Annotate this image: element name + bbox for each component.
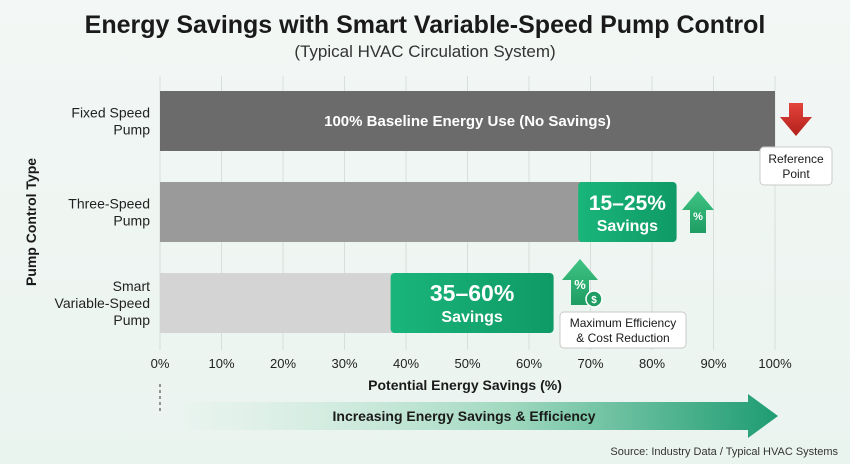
- x-tick-label: 90%: [700, 356, 726, 371]
- max-efficiency-annotation: % $ Maximum Efficiency & Cost Reduction: [559, 259, 687, 349]
- reference-point-annotation: Reference Point: [759, 103, 833, 186]
- category-label: Variable-Speed: [55, 295, 150, 311]
- bar-base: [160, 91, 775, 151]
- dollar-symbol: $: [591, 295, 597, 306]
- x-tick-label: 60%: [516, 356, 542, 371]
- x-tick-label: 100%: [758, 356, 792, 371]
- x-axis-title: Potential Energy Savings (%): [368, 377, 562, 393]
- category-labels: Fixed SpeedPumpThree-SpeedPumpSmartVaria…: [55, 105, 151, 329]
- savings-segment: [578, 182, 677, 242]
- reference-callout-line-2: Point: [782, 167, 810, 181]
- efficiency-arrow-icon: [185, 394, 778, 438]
- efficiency-band-label: Increasing Energy Savings & Efficiency: [333, 408, 596, 424]
- three-speed-savings-annotation: %: [682, 191, 714, 233]
- x-tick-label: 30%: [331, 356, 357, 371]
- x-tick-label: 50%: [454, 356, 480, 371]
- y-axis-title: Pump Control Type: [23, 158, 39, 286]
- bar-label: 100% Baseline Energy Use (No Savings): [324, 113, 611, 130]
- x-tick-label: 80%: [639, 356, 665, 371]
- max-efficiency-line-2: & Cost Reduction: [576, 331, 669, 345]
- category-label: Pump: [113, 312, 150, 328]
- x-tick-label: 20%: [270, 356, 296, 371]
- savings-range-label: 35–60%: [430, 280, 514, 306]
- bar-base: [160, 273, 401, 333]
- chart-subtitle: (Typical HVAC Circulation System): [294, 42, 555, 61]
- dollar-coin-icon: [585, 290, 603, 308]
- max-efficiency-line-1: Maximum Efficiency: [570, 316, 676, 330]
- down-arrow-icon: [780, 103, 812, 136]
- x-tick-label: 10%: [208, 356, 234, 371]
- savings-word-label: Savings: [441, 309, 502, 326]
- x-tick-label: 70%: [577, 356, 603, 371]
- percent-symbol: %: [693, 211, 703, 223]
- category-label: Three-Speed: [68, 196, 150, 212]
- category-label: Smart: [113, 278, 150, 294]
- x-axis-ticks: 0% 10% 20% 30% 40% 50% 60% 70% 80% 90% 100%: [151, 356, 792, 371]
- savings-word-label: Savings: [597, 218, 658, 235]
- x-tick-label: 0%: [151, 356, 170, 371]
- efficiency-arrow-band: Increasing Energy Savings & Efficiency: [185, 394, 778, 438]
- savings-segment: [390, 273, 554, 333]
- x-tick-label: 40%: [393, 356, 419, 371]
- bar-end-cap: [761, 91, 775, 151]
- category-label: Pump: [113, 213, 150, 229]
- chart-title: Energy Savings with Smart Variable-Speed…: [85, 11, 766, 39]
- reference-callout-line-1: Reference: [768, 152, 824, 166]
- percent-up-arrow-icon: [682, 191, 714, 233]
- source-note: Source: Industry Data / Typical HVAC Sys…: [610, 446, 838, 458]
- percent-symbol: %: [574, 277, 586, 292]
- bars: 100% Baseline Energy Use (No Savings) 15–…: [160, 91, 775, 333]
- category-label: Pump: [113, 122, 150, 138]
- max-efficiency-callout-box: [559, 311, 687, 349]
- bar-base: [160, 182, 589, 242]
- reference-callout-box: [759, 146, 833, 186]
- savings-range-label: 15–25%: [589, 192, 666, 215]
- category-label: Fixed Speed: [71, 105, 150, 121]
